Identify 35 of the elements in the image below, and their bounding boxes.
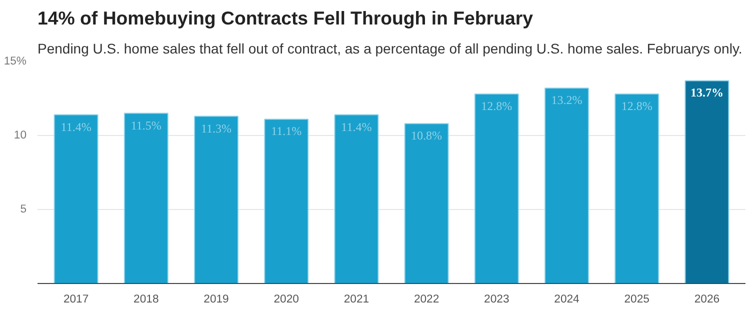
- bar: [684, 80, 730, 284]
- x-tick-label: 2024: [554, 294, 580, 306]
- bar: [124, 112, 168, 284]
- data-label: 11.1%: [271, 124, 302, 138]
- x-tick-label: 2018: [134, 294, 159, 306]
- x-tick-label: 2025: [624, 294, 650, 306]
- chart-title: 14% of Homebuying Contracts Fell Through in February: [38, 8, 534, 28]
- data-label: 12.8%: [481, 99, 512, 114]
- x-tick-label: 2021: [344, 294, 370, 306]
- data-label: 12.8%: [621, 99, 652, 114]
- data-label: 11.4%: [60, 120, 92, 134]
- x-tick-label: 2020: [274, 294, 299, 306]
- x-tick-label: 2019: [204, 294, 229, 306]
- data-label: 10.8%: [411, 128, 442, 143]
- y-tick-label: 15%: [4, 56, 27, 68]
- bar: [194, 116, 238, 284]
- y-tick-label: 5: [20, 204, 27, 216]
- bar: [264, 118, 309, 284]
- data-label: 11.4%: [341, 120, 372, 134]
- data-label: 13.7%: [690, 86, 724, 100]
- bar: [334, 114, 379, 284]
- bar: [404, 123, 449, 284]
- bar: [54, 114, 98, 284]
- bar: [614, 94, 660, 284]
- data-label: 11.3%: [200, 121, 232, 136]
- x-tick-label: 2022: [414, 294, 440, 306]
- x-tick-label: 2026: [694, 294, 720, 306]
- bar: [544, 88, 589, 284]
- data-label: 13.2%: [551, 93, 582, 108]
- y-tick-label: 10: [14, 130, 27, 142]
- x-tick-label: 2017: [63, 294, 89, 306]
- x-tick-label: 2023: [484, 294, 510, 306]
- data-label: 11.5%: [130, 118, 162, 132]
- chart-subtitle: Pending U.S. home sales that fell out of contract, as a percentage of all pending U.S. home sales. Februarys only.: [38, 40, 742, 56]
- bar: [474, 94, 519, 284]
